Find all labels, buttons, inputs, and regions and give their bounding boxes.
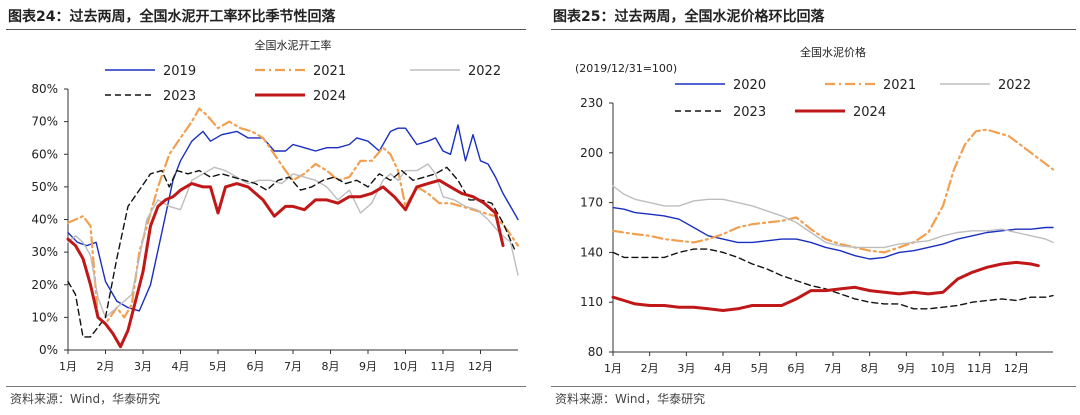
x-tick-label: 1月 [59,360,77,373]
x-tick-label: 5月 [209,360,227,373]
figure-24-source: 资料来源：Wind，华泰研究 [10,392,161,406]
series-line-2024 [611,260,1040,312]
y-tick-label: 0% [39,343,58,357]
x-tick-label: 6月 [247,360,265,373]
series-line-2022 [67,163,519,319]
figure-25-title: 图表25：过去两周，全国水泥价格环比回落 [553,9,825,25]
legend-label-2022: 2022 [998,78,1031,93]
x-tick-label: 12月 [1004,362,1029,375]
figure-24-panel: 图表24：过去两周，全国水泥开工率环比季节性回落 全国水泥开工率 0% 10% 20%… [0,0,530,415]
x-tick-label: 10月 [931,362,956,375]
legend-label-2020: 2020 [733,78,766,93]
legend-label-2024: 2024 [853,105,886,120]
legend-label-2021: 2021 [883,78,916,93]
series-line-2021 [66,107,520,325]
figure-25-chart: 全国水泥价格 (2019/12/31=100) 80 110 140 170 200 230 1… [575,45,1055,375]
x-tick-label: 1月 [604,362,622,375]
y-axis-note: (2019/12/31=100) [575,62,677,75]
figure-24-top-rule [6,29,526,30]
y-tick-label: 10% [31,310,58,324]
figure-25-top-rule [551,29,1076,30]
y-tick-label: 20% [31,278,58,292]
series-line-2021 [611,128,1055,254]
y-tick-label: 200 [580,146,603,160]
series-line-2024 [66,178,505,349]
x-tick-label: 7月 [284,360,302,373]
y-tick-label: 80% [31,82,58,96]
x-tick-label: 2月 [97,360,115,373]
x-tick-label: 4月 [714,362,732,375]
x-tick-label: 4月 [172,360,190,373]
series-line-2023 [612,248,1054,310]
figure-25-bottom-rule [551,386,1076,387]
x-tick-label: 3月 [677,362,695,375]
figure-25-panel: 图表25：过去两周，全国水泥价格环比回落 全国水泥价格 (2019/12/31=1… [545,0,1080,415]
x-tick-label: 9月 [359,360,377,373]
x-tick-label: 5月 [751,362,769,375]
x-tick-label: 8月 [861,362,879,375]
series-line-2020 [612,206,1054,260]
y-tick-label: 80 [588,345,603,359]
x-tick-label: 8月 [322,360,340,373]
x-tick-label: 7月 [824,362,842,375]
legend-label-2023: 2023 [733,105,766,120]
y-tick-label: 170 [580,196,603,210]
y-tick-label: 110 [580,295,603,309]
legend-label-2023: 2023 [163,89,196,104]
y-tick-label: 30% [31,245,58,259]
x-tick-label: 9月 [897,362,915,375]
x-tick-label: 11月 [431,360,456,373]
chart-title: 全国水泥开工率 [255,38,332,52]
x-tick-label: 3月 [134,360,152,373]
figure-25-source: 资料来源：Wind，华泰研究 [555,392,706,406]
y-tick-label: 50% [31,180,58,194]
legend-label-2022: 2022 [468,64,501,79]
x-tick-label: 11月 [967,362,992,375]
series-line-2019 [67,124,519,312]
y-tick-label: 230 [580,96,603,110]
chart-title: 全国水泥价格 [800,45,866,59]
x-tick-label: 12月 [468,360,493,373]
legend-label-2024: 2024 [313,89,346,104]
series-line-2022 [612,185,1054,249]
y-tick-label: 70% [31,115,58,129]
x-tick-label: 10月 [393,360,418,373]
legend-label-2019: 2019 [163,64,196,79]
figure-24-title: 图表24：过去两周，全国水泥开工率环比季节性回落 [8,9,336,25]
y-tick-label: 60% [31,147,58,161]
y-tick-label: 40% [31,213,58,227]
series-line-2023 [67,166,515,338]
x-tick-label: 6月 [787,362,805,375]
y-tick-label: 140 [580,245,603,259]
legend-label-2021: 2021 [313,64,346,79]
figure-24-chart: 全国水泥开工率 0% 10% 20% 30% 40% 50% 60% 70% 80% 1月 2月 3月 4… [31,38,520,373]
x-tick-label: 2月 [641,362,659,375]
figure-24-bottom-rule [6,386,526,387]
